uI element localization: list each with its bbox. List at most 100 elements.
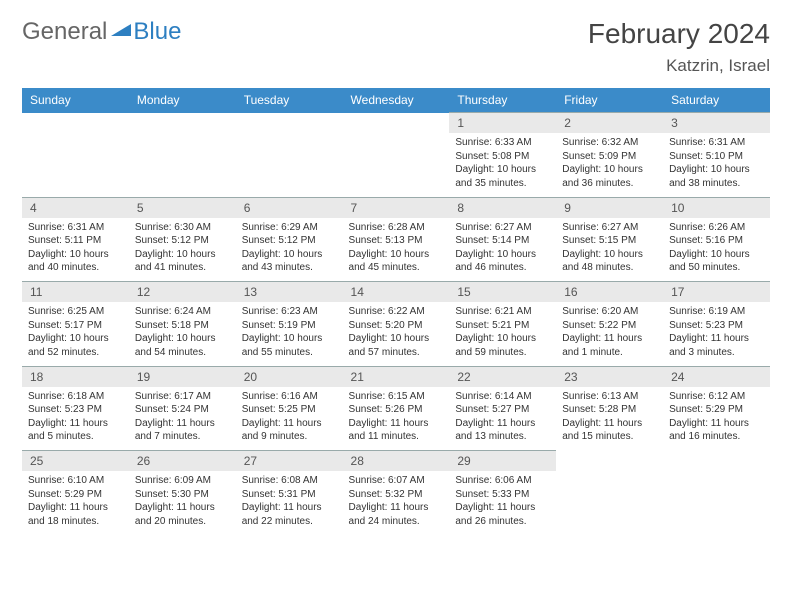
- daylight-text: Daylight: 10 hours and 50 minutes.: [669, 248, 764, 275]
- sunrise-text: Sunrise: 6:32 AM: [562, 136, 657, 150]
- sunrise-text: Sunrise: 6:21 AM: [455, 305, 550, 319]
- sunrise-text: Sunrise: 6:27 AM: [455, 221, 550, 235]
- daylight-text: Daylight: 11 hours and 18 minutes.: [28, 501, 123, 528]
- sunset-text: Sunset: 5:17 PM: [28, 319, 123, 333]
- weekday-header-row: Sunday Monday Tuesday Wednesday Thursday…: [22, 88, 770, 113]
- day-data-row: Sunrise: 6:31 AMSunset: 5:11 PMDaylight:…: [22, 218, 770, 282]
- daylight-text: Daylight: 10 hours and 59 minutes.: [455, 332, 550, 359]
- daylight-text: Daylight: 10 hours and 43 minutes.: [242, 248, 337, 275]
- daylight-text: Daylight: 11 hours and 24 minutes.: [349, 501, 444, 528]
- sunset-text: Sunset: 5:13 PM: [349, 234, 444, 248]
- sunset-text: Sunset: 5:16 PM: [669, 234, 764, 248]
- sunset-text: Sunset: 5:21 PM: [455, 319, 550, 333]
- day-data-cell: Sunrise: 6:17 AMSunset: 5:24 PMDaylight:…: [129, 387, 236, 451]
- daylight-text: Daylight: 10 hours and 45 minutes.: [349, 248, 444, 275]
- day-data-cell: Sunrise: 6:24 AMSunset: 5:18 PMDaylight:…: [129, 302, 236, 366]
- day-data-cell: Sunrise: 6:21 AMSunset: 5:21 PMDaylight:…: [449, 302, 556, 366]
- day-data-cell: [663, 471, 770, 535]
- day-data-cell: [129, 133, 236, 197]
- sunset-text: Sunset: 5:29 PM: [669, 403, 764, 417]
- day-data-cell: Sunrise: 6:06 AMSunset: 5:33 PMDaylight:…: [449, 471, 556, 535]
- day-data-cell: Sunrise: 6:25 AMSunset: 5:17 PMDaylight:…: [22, 302, 129, 366]
- day-data-cell: Sunrise: 6:33 AMSunset: 5:08 PMDaylight:…: [449, 133, 556, 197]
- day-number-cell: 9: [556, 197, 663, 218]
- day-number-row: 2526272829: [22, 451, 770, 472]
- sunrise-text: Sunrise: 6:18 AM: [28, 390, 123, 404]
- sunrise-text: Sunrise: 6:31 AM: [669, 136, 764, 150]
- day-data-cell: Sunrise: 6:15 AMSunset: 5:26 PMDaylight:…: [343, 387, 450, 451]
- day-number-cell: 6: [236, 197, 343, 218]
- sunrise-text: Sunrise: 6:06 AM: [455, 474, 550, 488]
- day-data-cell: Sunrise: 6:26 AMSunset: 5:16 PMDaylight:…: [663, 218, 770, 282]
- daylight-text: Daylight: 10 hours and 36 minutes.: [562, 163, 657, 190]
- weekday-header: Wednesday: [343, 88, 450, 113]
- day-number-cell: 16: [556, 282, 663, 303]
- sunrise-text: Sunrise: 6:16 AM: [242, 390, 337, 404]
- daylight-text: Daylight: 11 hours and 26 minutes.: [455, 501, 550, 528]
- day-number-row: 123: [22, 113, 770, 134]
- day-data-cell: Sunrise: 6:16 AMSunset: 5:25 PMDaylight:…: [236, 387, 343, 451]
- day-number-cell: [236, 113, 343, 134]
- sunset-text: Sunset: 5:14 PM: [455, 234, 550, 248]
- logo-text-blue: Blue: [133, 18, 181, 46]
- day-number-cell: [556, 451, 663, 472]
- day-number-cell: 21: [343, 366, 450, 387]
- daylight-text: Daylight: 10 hours and 38 minutes.: [669, 163, 764, 190]
- sunset-text: Sunset: 5:32 PM: [349, 488, 444, 502]
- day-number-cell: [129, 113, 236, 134]
- day-number-cell: [663, 451, 770, 472]
- day-number-cell: 27: [236, 451, 343, 472]
- day-data-cell: [556, 471, 663, 535]
- sunset-text: Sunset: 5:18 PM: [135, 319, 230, 333]
- sunrise-text: Sunrise: 6:19 AM: [669, 305, 764, 319]
- sunset-text: Sunset: 5:26 PM: [349, 403, 444, 417]
- day-data-cell: Sunrise: 6:27 AMSunset: 5:14 PMDaylight:…: [449, 218, 556, 282]
- location: Katzrin, Israel: [588, 56, 770, 76]
- sunrise-text: Sunrise: 6:28 AM: [349, 221, 444, 235]
- day-number-cell: 13: [236, 282, 343, 303]
- day-data-row: Sunrise: 6:18 AMSunset: 5:23 PM Daylight:…: [22, 387, 770, 451]
- day-number-cell: 8: [449, 197, 556, 218]
- sunset-text: Sunset: 5:29 PM: [28, 488, 123, 502]
- daylight-text: Daylight: 11 hours and 16 minutes.: [669, 417, 764, 444]
- logo-text-general: General: [22, 18, 107, 46]
- day-data-cell: Sunrise: 6:19 AMSunset: 5:23 PMDaylight:…: [663, 302, 770, 366]
- sunrise-text: Sunrise: 6:30 AM: [135, 221, 230, 235]
- sunset-text: Sunset: 5:28 PM: [562, 403, 657, 417]
- day-number-row: 18192021222324: [22, 366, 770, 387]
- day-data-cell: Sunrise: 6:14 AMSunset: 5:27 PMDaylight:…: [449, 387, 556, 451]
- day-number-cell: 17: [663, 282, 770, 303]
- logo: General Blue: [22, 18, 181, 46]
- sunset-text: Sunset: 5:12 PM: [135, 234, 230, 248]
- sunset-text: Sunset: 5:10 PM: [669, 150, 764, 164]
- sunset-text: Sunset: 5:19 PM: [242, 319, 337, 333]
- day-data-cell: Sunrise: 6:08 AMSunset: 5:31 PMDaylight:…: [236, 471, 343, 535]
- weekday-header: Saturday: [663, 88, 770, 113]
- day-number-cell: 19: [129, 366, 236, 387]
- day-data-row: Sunrise: 6:10 AMSunset: 5:29 PMDaylight:…: [22, 471, 770, 535]
- day-data-cell: Sunrise: 6:18 AMSunset: 5:23 PMDaylight:…: [22, 387, 129, 451]
- day-number-cell: 24: [663, 366, 770, 387]
- day-data-cell: Sunrise: 6:29 AMSunset: 5:12 PMDaylight:…: [236, 218, 343, 282]
- sunset-text: Sunset: 5:27 PM: [455, 403, 550, 417]
- day-number-cell: 12: [129, 282, 236, 303]
- sunrise-text: Sunrise: 6:31 AM: [28, 221, 123, 235]
- daylight-text: Daylight: 10 hours and 55 minutes.: [242, 332, 337, 359]
- sunset-text: Sunset: 5:23 PM: [28, 403, 123, 417]
- daylight-text: Daylight: 11 hours and 3 minutes.: [669, 332, 764, 359]
- daylight-text: Daylight: 10 hours and 52 minutes.: [28, 332, 123, 359]
- day-number-cell: 3: [663, 113, 770, 134]
- day-number-cell: 29: [449, 451, 556, 472]
- day-data-cell: Sunrise: 6:31 AMSunset: 5:11 PMDaylight:…: [22, 218, 129, 282]
- day-number-cell: 28: [343, 451, 450, 472]
- sunrise-text: Sunrise: 6:13 AM: [562, 390, 657, 404]
- sunrise-text: Sunrise: 6:14 AM: [455, 390, 550, 404]
- day-data-cell: Sunrise: 6:13 AMSunset: 5:28 PMDaylight:…: [556, 387, 663, 451]
- sunrise-text: Sunrise: 6:07 AM: [349, 474, 444, 488]
- day-data-cell: Sunrise: 6:32 AMSunset: 5:09 PMDaylight:…: [556, 133, 663, 197]
- day-data-cell: Sunrise: 6:12 AMSunset: 5:29 PMDaylight:…: [663, 387, 770, 451]
- logo-triangle-icon: [111, 15, 131, 43]
- daylight-text: Daylight: 11 hours and 22 minutes.: [242, 501, 337, 528]
- sunrise-text: Sunrise: 6:29 AM: [242, 221, 337, 235]
- day-number-cell: [343, 113, 450, 134]
